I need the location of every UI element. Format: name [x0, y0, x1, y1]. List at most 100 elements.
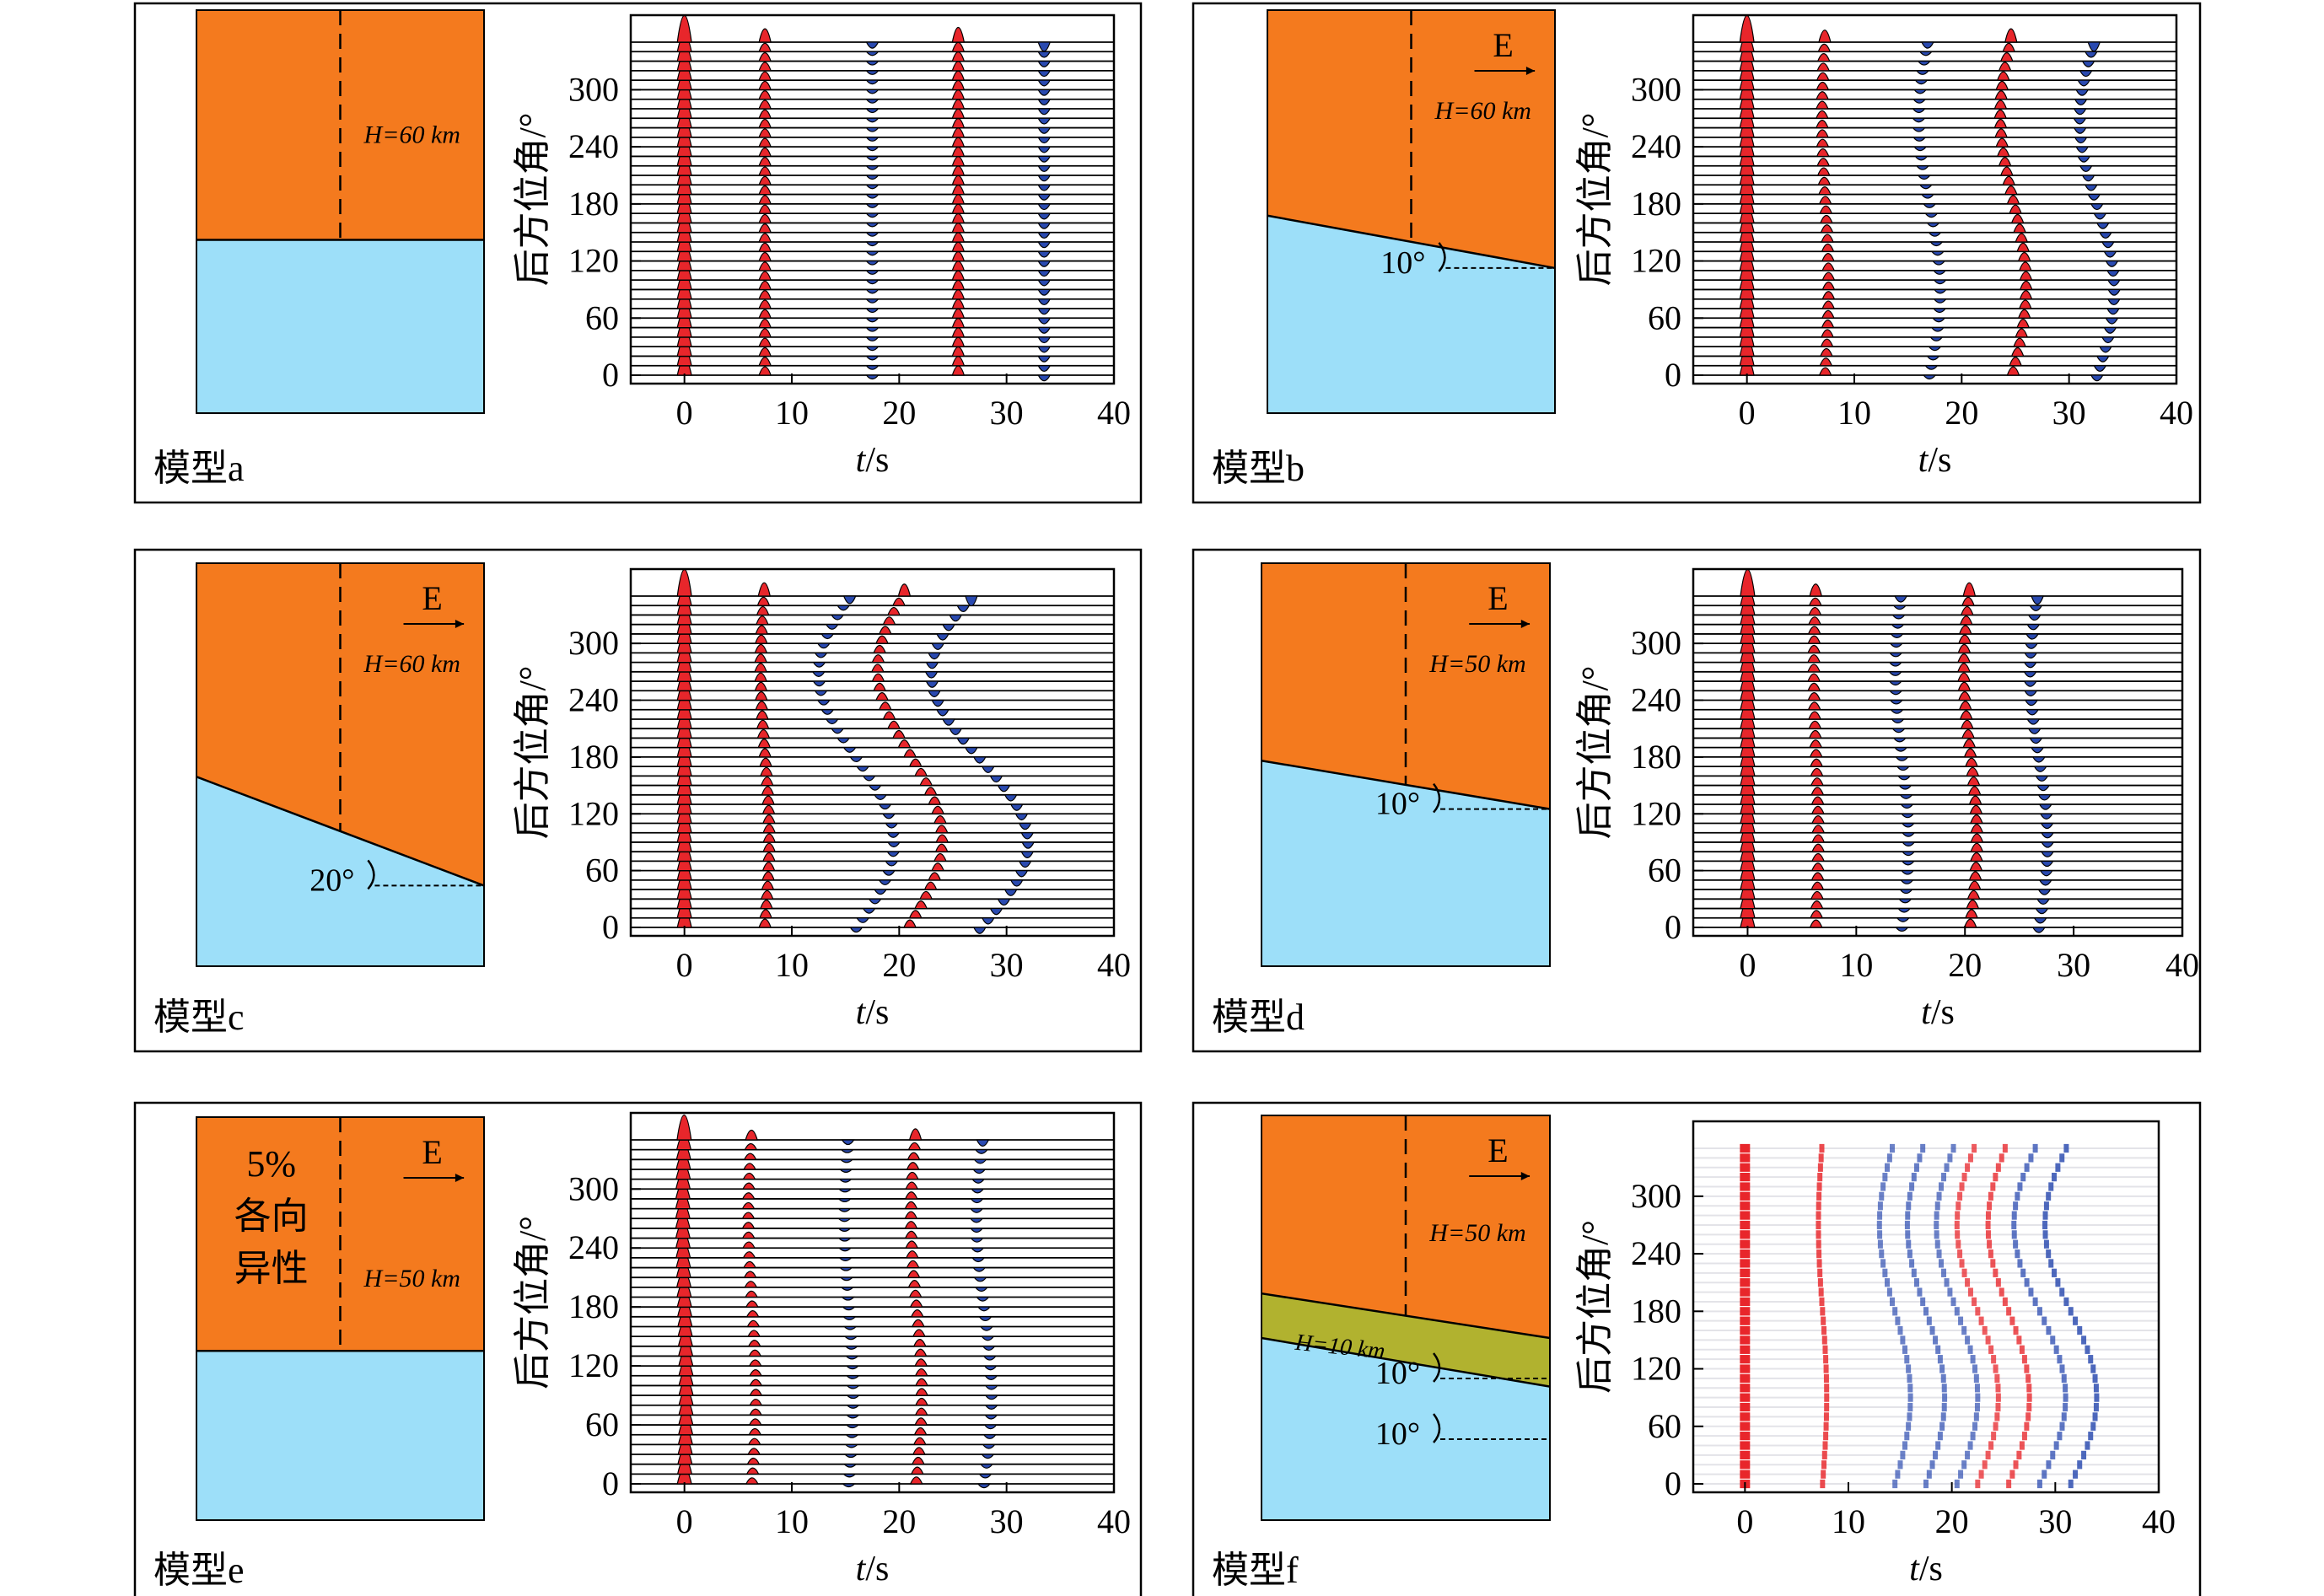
- positive-phase: [897, 583, 912, 597]
- positive-phase: [905, 1240, 919, 1249]
- positive-phase: [878, 701, 892, 711]
- phase-mark: [1958, 1316, 1964, 1325]
- panel-d: E H=50 km 10° 0 10 20 30 40 0 60 120 180 240 300 后方位角/…: [1192, 548, 2202, 1053]
- positive-phase: [1808, 616, 1821, 626]
- negative-phase: [1931, 260, 1946, 266]
- negative-phase: [2027, 728, 2042, 734]
- phase-mark: [2061, 1373, 2067, 1384]
- y-tick-label: 120: [1631, 794, 1681, 832]
- angle-arc: [1433, 1413, 1441, 1443]
- negative-phase: [2074, 99, 2088, 106]
- phase-mark: [2059, 1421, 2065, 1431]
- phase-mark: [1961, 1460, 1967, 1470]
- negative-phase: [2075, 146, 2090, 153]
- phase-mark: [1978, 1316, 1984, 1325]
- positive-phase: [2004, 185, 2018, 196]
- negative-phase: [2107, 288, 2122, 296]
- negative-phase: [1931, 317, 1946, 323]
- negative-phase: [2031, 927, 2047, 933]
- phase-mark: [2059, 1153, 2065, 1163]
- negative-phase: [2040, 860, 2054, 868]
- phase-mark: [2028, 1153, 2034, 1163]
- negative-phase: [976, 1306, 992, 1312]
- phase-mark: [2063, 1402, 2068, 1412]
- negative-phase: [982, 1346, 996, 1351]
- negative-phase: [2023, 662, 2037, 669]
- negative-phase: [1924, 365, 1939, 370]
- negative-phase: [2024, 652, 2038, 659]
- phase-mark: [1818, 1287, 1824, 1297]
- negative-phase: [842, 1316, 857, 1320]
- negative-phase: [2090, 374, 2104, 382]
- phase-mark: [1994, 1373, 2000, 1384]
- positive-phase: [1811, 815, 1826, 825]
- negative-phase: [886, 851, 901, 857]
- positive-phase: [908, 910, 923, 919]
- negative-phase: [2023, 680, 2037, 687]
- positive-phase: [745, 1290, 759, 1298]
- negative-phase: [2106, 279, 2121, 287]
- positive-phase: [1808, 606, 1822, 616]
- plot-frame: [629, 567, 1116, 938]
- phase-mark: [1985, 1220, 1991, 1230]
- positive-phase: [908, 1128, 923, 1141]
- phase-mark: [1740, 1364, 1751, 1373]
- negative-phase: [984, 1384, 998, 1390]
- positive-phase: [756, 615, 769, 626]
- phase-mark: [1882, 1172, 1888, 1182]
- plot-frame: [1692, 13, 2178, 385]
- negative-phase: [925, 662, 939, 669]
- positive-phase: [1816, 62, 1831, 72]
- phase-mark: [1740, 1278, 1751, 1287]
- y-tick-label: 0: [1665, 908, 1681, 946]
- east-label: E: [422, 1133, 442, 1171]
- y-tick-label: 0: [602, 356, 619, 394]
- phase-mark: [2088, 1355, 2094, 1364]
- phase-mark: [1937, 1355, 1943, 1364]
- positive-phase: [758, 918, 772, 928]
- phase-mark: [1955, 1201, 1961, 1211]
- phase-mark: [2024, 1278, 2030, 1287]
- positive-phase: [1966, 889, 1981, 900]
- negative-phase: [2030, 747, 2045, 754]
- phase-mark: [1967, 1441, 1973, 1450]
- negative-phase: [849, 927, 863, 933]
- phase-mark: [1740, 1143, 1751, 1153]
- negative-phase: [1888, 690, 1903, 696]
- phase-mark: [1961, 1268, 1967, 1277]
- x-axis-label: t/s: [856, 441, 890, 480]
- phase-mark: [1817, 1172, 1823, 1182]
- phase-mark: [2085, 1441, 2090, 1450]
- negative-phase: [970, 1247, 985, 1253]
- positive-phase: [2013, 337, 2026, 347]
- negative-phase: [1018, 860, 1032, 868]
- negative-phase: [1900, 813, 1915, 819]
- negative-phase: [865, 203, 880, 208]
- phase-mark: [2043, 1201, 2049, 1211]
- negative-phase: [935, 633, 950, 641]
- angle-arc: [1433, 782, 1441, 814]
- phase-mark: [1740, 1268, 1751, 1277]
- x-tick-label: 40: [2142, 1502, 2176, 1540]
- positive-phase: [1967, 786, 1982, 796]
- phase-mark: [2026, 1402, 2032, 1412]
- x-tick-label: 20: [1948, 946, 1982, 984]
- phase-mark: [2016, 1450, 2022, 1460]
- phase-mark: [1740, 1220, 1751, 1230]
- negative-phase: [865, 212, 880, 218]
- y-tick-label: 120: [568, 1346, 619, 1384]
- positive-phase: [1816, 138, 1830, 148]
- negative-phase: [865, 279, 880, 285]
- positive-phase: [1816, 158, 1831, 167]
- positive-phase: [758, 213, 772, 224]
- negative-phase: [1895, 927, 1909, 932]
- negative-phase: [849, 756, 863, 763]
- positive-phase: [914, 1407, 928, 1416]
- negative-phase: [825, 624, 839, 630]
- phase-mark: [1818, 1153, 1824, 1163]
- negative-phase: [886, 841, 901, 848]
- y-tick-label: 240: [568, 127, 619, 165]
- x-tick-label: 20: [882, 394, 916, 432]
- phase-mark: [1821, 1460, 1827, 1470]
